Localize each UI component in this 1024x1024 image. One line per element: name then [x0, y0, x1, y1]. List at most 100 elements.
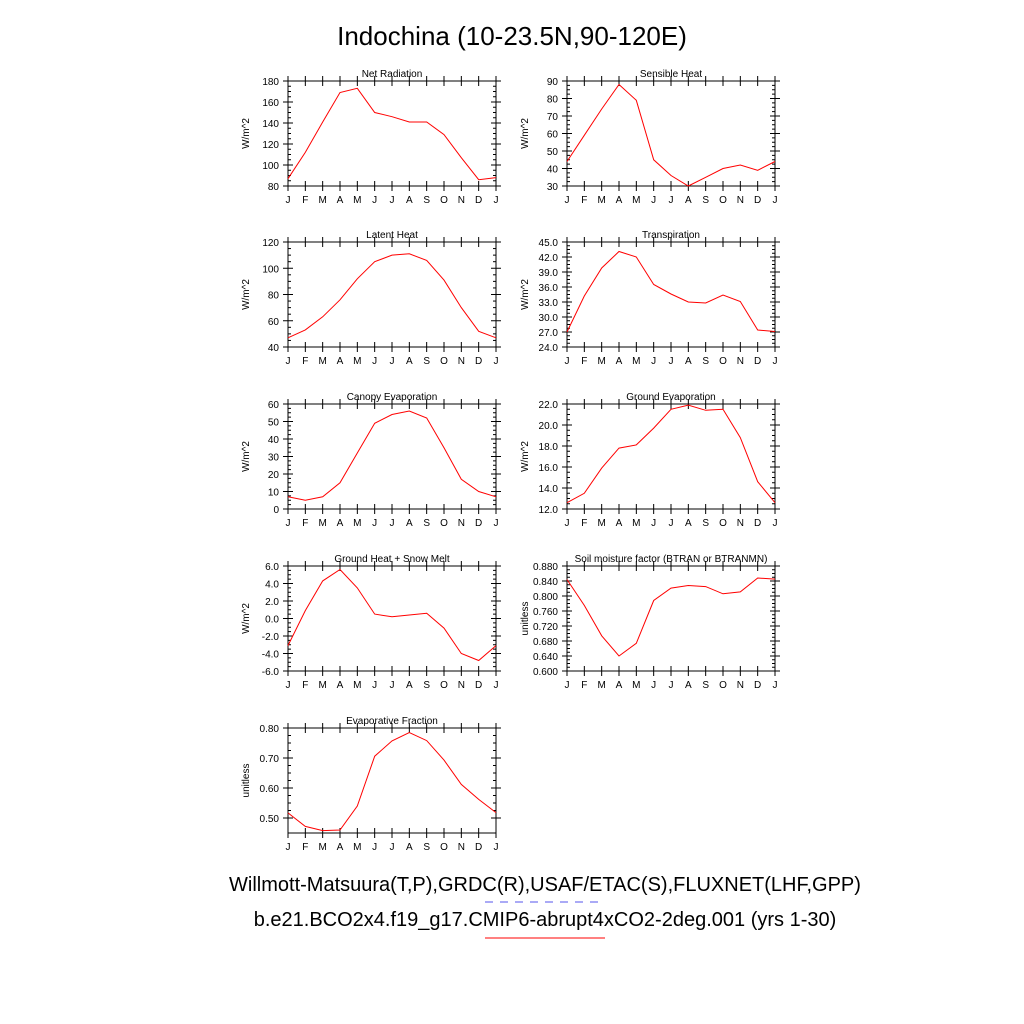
x-tick-label: D: [475, 195, 482, 206]
x-tick-label: S: [423, 195, 430, 206]
panel-title: Ground Heat + Snow Melt: [334, 554, 450, 565]
x-tick-label: A: [616, 356, 623, 367]
x-tick-label: F: [302, 842, 308, 853]
y-tick-label: 30.0: [539, 313, 559, 324]
x-tick-label: A: [406, 518, 413, 529]
x-tick-label: F: [581, 356, 587, 367]
x-tick-label: J: [286, 356, 291, 367]
x-tick-label: J: [565, 356, 570, 367]
x-tick-label: O: [719, 195, 727, 206]
y-tick-label: 27.0: [539, 328, 559, 339]
legend-label-model: b.e21.BCO2x4.f19_g17.CMIP6-abrupt4xCO2-2…: [254, 909, 837, 931]
y-tick-label: 30: [547, 182, 559, 193]
x-tick-label: J: [494, 842, 499, 853]
x-tick-label: J: [494, 680, 499, 691]
x-tick-label: O: [440, 680, 448, 691]
y-tick-label: 40: [268, 435, 280, 446]
x-tick-label: A: [685, 518, 692, 529]
x-tick-label: A: [337, 518, 344, 529]
x-tick-label: F: [581, 195, 587, 206]
x-tick-label: M: [632, 195, 640, 206]
panel-title: Net Radiation: [362, 69, 423, 80]
x-tick-label: O: [440, 195, 448, 206]
x-tick-label: J: [372, 518, 377, 529]
x-tick-label: J: [669, 680, 674, 691]
x-tick-label: D: [475, 356, 482, 367]
y-tick-label: 2.0: [265, 597, 279, 608]
x-tick-label: M: [353, 195, 361, 206]
x-tick-label: D: [475, 842, 482, 853]
x-tick-label: N: [458, 195, 465, 206]
y-tick-label: 12.0: [539, 505, 559, 516]
x-tick-label: N: [458, 518, 465, 529]
x-tick-label: A: [616, 680, 623, 691]
x-tick-label: M: [353, 842, 361, 853]
x-tick-label: S: [423, 518, 430, 529]
y-tick-label: 0.720: [533, 622, 558, 633]
x-tick-label: D: [754, 680, 761, 691]
series-line-transpiration: [566, 250, 776, 333]
y-tick-label: 80: [268, 291, 280, 302]
x-tick-label: J: [494, 356, 499, 367]
x-tick-label: A: [685, 680, 692, 691]
x-tick-label: M: [318, 842, 326, 853]
y-tick-label: 60: [268, 317, 280, 328]
plot-frame: [566, 241, 776, 348]
x-tick-label: S: [702, 356, 709, 367]
x-tick-label: J: [773, 518, 778, 529]
x-tick-label: O: [719, 356, 727, 367]
y-tick-label: 0.800: [533, 592, 558, 603]
plot-frame: [566, 565, 776, 672]
x-tick-label: F: [581, 518, 587, 529]
x-tick-label: A: [406, 680, 413, 691]
x-tick-label: J: [286, 842, 291, 853]
x-tick-label: J: [651, 195, 656, 206]
x-tick-label: M: [353, 680, 361, 691]
y-tick-label: -2.0: [262, 632, 280, 643]
y-tick-label: 45.0: [539, 238, 559, 249]
x-tick-label: F: [302, 518, 308, 529]
x-tick-label: J: [372, 195, 377, 206]
y-tick-label: 80: [268, 182, 280, 193]
x-tick-label: S: [702, 680, 709, 691]
y-tick-label: 120: [262, 238, 279, 249]
y-tick-label: 100: [262, 264, 279, 275]
x-tick-label: D: [754, 195, 761, 206]
x-tick-label: A: [406, 356, 413, 367]
y-tick-label: 4.0: [265, 580, 279, 591]
y-tick-label: 0.50: [260, 814, 280, 825]
x-tick-label: O: [440, 356, 448, 367]
x-tick-label: M: [632, 518, 640, 529]
x-tick-label: J: [773, 680, 778, 691]
x-tick-label: F: [302, 356, 308, 367]
x-tick-label: A: [685, 195, 692, 206]
x-tick-label: O: [440, 842, 448, 853]
y-tick-label: 0.760: [533, 607, 558, 618]
x-tick-label: M: [597, 356, 605, 367]
x-tick-label: J: [669, 356, 674, 367]
x-tick-label: M: [353, 356, 361, 367]
x-tick-label: N: [737, 518, 744, 529]
series-line-latent-heat: [287, 253, 497, 339]
y-tick-label: 0: [273, 505, 279, 516]
y-axis-label: W/m^2: [520, 279, 531, 310]
panel-title: Soil moisture factor (BTRAN or BTRANMN): [575, 554, 768, 565]
legend: Willmott-Matsuura(T,P),GRDC(R),USAF/ETAC…: [229, 874, 861, 939]
x-tick-label: M: [318, 356, 326, 367]
y-tick-label: 20: [268, 470, 280, 481]
y-tick-label: 40: [547, 165, 559, 176]
y-tick-label: 42.0: [539, 253, 559, 264]
y-axis-label: W/m^2: [520, 118, 531, 149]
x-tick-label: N: [737, 680, 744, 691]
y-tick-label: 160: [262, 98, 279, 109]
x-tick-label: J: [390, 195, 395, 206]
x-tick-label: A: [406, 842, 413, 853]
x-tick-label: J: [372, 842, 377, 853]
x-tick-label: N: [458, 842, 465, 853]
